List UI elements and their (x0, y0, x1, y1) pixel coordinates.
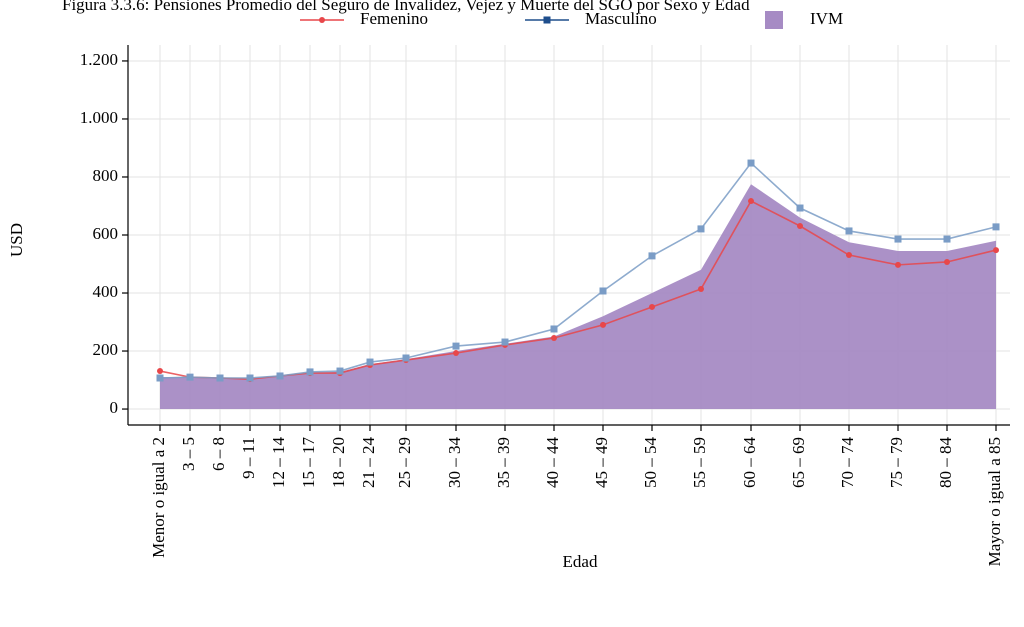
legend-marker (319, 17, 325, 23)
x-tick-label: 50 – 54 (641, 437, 660, 489)
marker (992, 223, 1000, 231)
legend-label: IVM (810, 9, 843, 28)
marker (944, 258, 950, 265)
x-tick-label: 70 – 74 (838, 437, 857, 489)
x-tick-label: 3 – 5 (179, 437, 198, 471)
x-tick-label: Mayor o igual a 85 (985, 437, 1004, 566)
x-tick-label: 6 – 8 (209, 437, 228, 471)
x-tick-label: 21 – 24 (359, 437, 378, 489)
legend-label: Masculino (585, 9, 657, 28)
x-tick-label: 65 – 69 (789, 437, 808, 488)
x-tick-label: 30 – 34 (445, 437, 464, 489)
y-tick-label: 1.200 (80, 50, 118, 69)
marker (551, 334, 557, 341)
marker (276, 372, 284, 380)
x-tick-label: 9 – 11 (239, 437, 258, 479)
marker (698, 285, 704, 292)
x-tick-label: 55 – 59 (690, 437, 709, 488)
y-axis-label: USD (7, 223, 26, 257)
marker (648, 252, 656, 260)
y-tick-label: 400 (93, 282, 119, 301)
marker (796, 204, 804, 212)
marker (550, 325, 558, 333)
marker (306, 368, 314, 376)
y-tick-label: 200 (93, 340, 119, 359)
legend-label: Femenino (360, 9, 428, 28)
x-tick-label: 35 – 39 (494, 437, 513, 488)
x-axis-label: Edad (563, 552, 598, 571)
marker (895, 261, 901, 268)
x-tick-label: 45 – 49 (592, 437, 611, 488)
marker (366, 358, 374, 366)
chart-title: Figura 3.3.6: Pensiones Promedio del Seg… (62, 0, 750, 14)
x-tick-label: 18 – 20 (329, 437, 348, 488)
marker (246, 374, 254, 382)
marker (453, 350, 459, 357)
marker (747, 159, 755, 167)
x-tick-label: 25 – 29 (395, 437, 414, 488)
marker (452, 342, 460, 350)
marker (797, 223, 803, 230)
marker (157, 368, 163, 375)
y-tick-label: 1.000 (80, 108, 118, 127)
marker (993, 247, 999, 254)
marker (156, 374, 164, 382)
marker (599, 287, 607, 295)
x-tick-label: 60 – 64 (740, 437, 759, 489)
marker (748, 198, 754, 205)
marker (501, 338, 509, 346)
marker (402, 354, 410, 362)
marker (600, 321, 606, 328)
area (160, 184, 996, 410)
marker (336, 367, 344, 375)
marker (649, 303, 655, 310)
x-tick-label: Menor o igual a 2 (149, 437, 168, 558)
marker (846, 252, 852, 259)
x-tick-label: 12 – 14 (269, 437, 288, 489)
marker (894, 235, 902, 243)
marker (697, 225, 705, 233)
marker (845, 227, 853, 235)
x-tick-label: 40 – 44 (543, 437, 562, 489)
x-tick-label: 80 – 84 (936, 437, 955, 489)
x-tick-label: 15 – 17 (299, 437, 318, 489)
y-tick-label: 0 (110, 398, 119, 417)
marker (186, 373, 194, 381)
y-tick-label: 800 (93, 166, 119, 185)
marker (216, 374, 224, 382)
x-tick-label: 75 – 79 (887, 437, 906, 488)
y-tick-label: 600 (93, 224, 119, 243)
legend-marker (543, 16, 551, 24)
legend-swatch (765, 11, 783, 29)
marker (943, 235, 951, 243)
